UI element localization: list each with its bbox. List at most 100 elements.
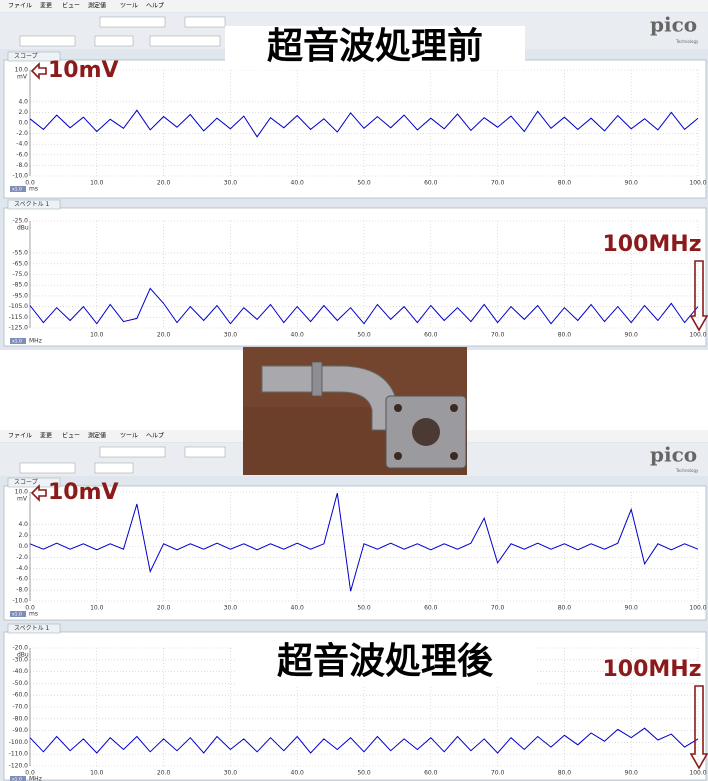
y-tick-label: -100.0 [9,739,29,746]
dropdown[interactable] [20,463,75,473]
panel [4,486,706,620]
menu-bar [0,0,708,12]
y-tick-label: 4.0 [18,521,28,528]
menu-item[interactable]: 変更 [40,2,52,10]
menu-item[interactable]: ビュー [62,2,80,10]
zoom-label: x1.0 [12,777,22,781]
x-tick-label: 70.0 [491,605,505,612]
dropdown[interactable] [185,447,225,457]
x-tick-label: 10.0 [90,332,104,339]
y-tick-label: -40.0 [12,668,28,675]
dropdown[interactable] [20,36,75,46]
panel-label: スコープ [14,479,38,486]
y-tick-label: -20.0 [12,645,28,652]
y-tick-label: 10.0 [15,489,29,496]
y-tick-label: -50.0 [12,680,28,687]
menu-item[interactable]: ヘルプ [146,433,164,440]
menu-item[interactable]: ファイル [8,433,32,440]
x-tick-label: 80.0 [558,770,572,777]
y-tick-label: -4.0 [16,565,28,572]
logo-sub: Technology [675,468,699,473]
x-unit: ms [29,611,38,618]
menu-item[interactable]: 変更 [40,432,52,440]
x-tick-label: 100.0 [689,180,706,187]
y-tick-label: -25.0 [12,218,28,225]
menu-item[interactable]: ヘルプ [146,3,164,10]
annotation: 100MHz [602,232,701,257]
y-unit: dBu [17,225,29,232]
dropdown[interactable] [100,447,165,457]
y-tick-label: -75.0 [12,271,28,278]
y-tick-label: -120.0 [9,763,29,770]
dropdown[interactable] [95,36,133,46]
logo: pico [650,443,697,467]
x-tick-label: 50.0 [357,605,371,612]
annotation: 10mV [48,480,119,505]
menu-item[interactable]: ツール [120,3,138,10]
y-tick-label: 2.0 [18,532,28,539]
y-unit: dBu [17,652,29,659]
y-tick-label: -110.0 [9,751,29,758]
x-tick-label: 90.0 [625,180,639,187]
x-unit: MHz [29,338,42,345]
x-tick-label: 40.0 [291,770,305,777]
x-tick-label: 20.0 [157,332,171,339]
x-tick-label: 60.0 [424,332,438,339]
y-unit: mV [17,496,28,503]
menu-item[interactable]: 測定値 [88,2,106,10]
logo-sub: Technology [675,39,699,44]
x-tick-label: 20.0 [157,770,171,777]
y-tick-label: 4.0 [18,98,28,105]
bolt-hole [450,404,458,412]
dropdown[interactable] [185,17,225,27]
x-tick-label: 100.0 [689,770,706,777]
x-tick-label: 50.0 [357,180,371,187]
menu-item[interactable]: ファイル [8,3,32,10]
y-tick-label: -95.0 [12,292,28,299]
x-tick-label: 60.0 [424,770,438,777]
x-unit: MHz [29,776,42,781]
x-tick-label: 10.0 [90,605,104,612]
dropdown[interactable] [95,463,133,473]
bolt-hole [450,452,458,460]
screenshot: ファイル 変更 ビュー 測定値 ツール ヘルプ pico Technology … [0,0,708,781]
x-tick-label: 30.0 [224,605,238,612]
x-tick-label: 30.0 [224,332,238,339]
menu-item[interactable]: ビュー [62,432,80,440]
dropdown[interactable] [100,17,165,27]
y-tick-label: -4.0 [16,141,28,148]
x-tick-label: 50.0 [357,770,371,777]
annotation: 100MHz [602,657,701,682]
dropdown[interactable] [150,36,220,46]
y-tick-label: 10.0 [15,67,29,74]
zoom-label: x1.0 [12,339,22,345]
x-unit: ms [29,186,38,193]
x-tick-label: 30.0 [224,180,238,187]
y-tick-label: -6.0 [16,151,28,158]
chart-title: 超音波処理後 [277,641,494,682]
y-tick-label: 0.0 [18,543,28,550]
zoom-label: x1.0 [12,612,22,618]
pipe-ring [312,362,322,396]
x-tick-label: 70.0 [491,332,505,339]
x-tick-label: 90.0 [625,332,639,339]
x-tick-label: 10.0 [90,180,104,187]
y-tick-label: -115.0 [9,314,29,321]
menu-item[interactable]: ツール [120,433,138,440]
panel-label: スペクトル 1 [14,625,49,632]
menu-item[interactable]: 測定値 [88,432,106,440]
logo: pico [650,13,697,37]
x-tick-label: 100.0 [689,332,706,339]
y-tick-label: -10.0 [12,173,28,180]
flange-hole [412,418,440,446]
x-tick-label: 60.0 [424,605,438,612]
x-tick-label: 40.0 [291,332,305,339]
y-tick-label: -80.0 [12,715,28,722]
x-tick-label: 90.0 [625,770,639,777]
y-tick-label: -125.0 [9,325,29,332]
x-tick-label: 30.0 [224,770,238,777]
y-tick-label: -10.0 [12,598,28,605]
